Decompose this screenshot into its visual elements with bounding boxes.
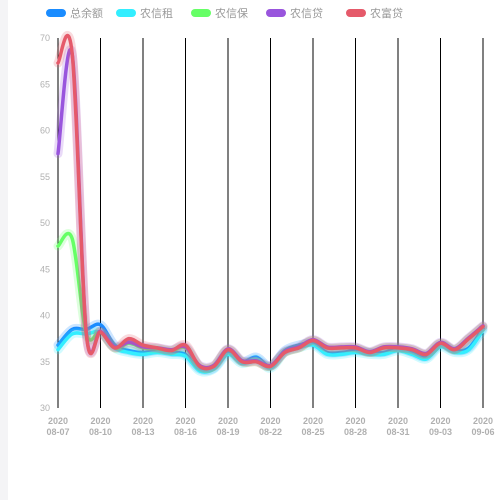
x-tick-year: 2020 bbox=[218, 416, 238, 426]
y-tick-label: 60 bbox=[40, 126, 50, 136]
x-tick-year: 2020 bbox=[48, 416, 68, 426]
legend-swatch bbox=[46, 9, 66, 17]
series-line bbox=[53, 31, 488, 374]
legend-label: 农信保 bbox=[215, 6, 248, 20]
y-tick-label: 55 bbox=[40, 172, 50, 182]
x-tick-year: 2020 bbox=[345, 416, 365, 426]
legend-item[interactable]: 农信贷 bbox=[266, 6, 323, 20]
legend-item[interactable]: 农信租 bbox=[116, 6, 173, 20]
x-tick-date: 08-25 bbox=[301, 427, 324, 437]
y-tick-label: 30 bbox=[40, 403, 50, 413]
x-tick-date: 08-16 bbox=[174, 427, 197, 437]
x-tick-date: 08-28 bbox=[344, 427, 367, 437]
x-tick-year: 2020 bbox=[430, 416, 450, 426]
legend-label: 农富贷 bbox=[370, 6, 403, 20]
x-tick-date: 09-06 bbox=[471, 427, 494, 437]
legend-item[interactable]: 农富贷 bbox=[346, 6, 403, 20]
chart-panel: 总余额 农信租 农信保 农信贷 农富贷 30 35 40 45 50 55 60 65 70 2020 0… bbox=[8, 0, 500, 500]
legend-swatch bbox=[346, 9, 366, 17]
x-tick-date: 08-10 bbox=[89, 427, 112, 437]
x-tick-date: 08-31 bbox=[386, 427, 409, 437]
legend-label: 农信贷 bbox=[290, 6, 323, 20]
legend-label: 总余额 bbox=[70, 6, 103, 20]
y-tick-label: 40 bbox=[40, 311, 50, 321]
legend-label: 农信租 bbox=[140, 6, 173, 20]
x-tick-date: 08-07 bbox=[46, 427, 69, 437]
legend-swatch bbox=[116, 9, 136, 17]
x-axis: 202008-07202008-10202008-13202008-162020… bbox=[46, 416, 494, 437]
series-line-stroke bbox=[56, 33, 485, 371]
y-tick-label: 45 bbox=[40, 264, 50, 274]
x-tick-date: 08-22 bbox=[259, 427, 282, 437]
legend-item[interactable]: 农信保 bbox=[191, 6, 248, 20]
x-tick-year: 2020 bbox=[303, 416, 323, 426]
x-tick-year: 2020 bbox=[133, 416, 153, 426]
x-tick-year: 2020 bbox=[473, 416, 493, 426]
legend-swatch bbox=[191, 9, 211, 17]
legend-item[interactable]: 总余额 bbox=[46, 6, 103, 20]
y-tick-label: 50 bbox=[40, 218, 50, 228]
y-tick-label: 35 bbox=[40, 357, 50, 367]
x-tick-year: 2020 bbox=[90, 416, 110, 426]
x-tick-date: 09-03 bbox=[429, 427, 452, 437]
y-tick-label: 70 bbox=[40, 33, 50, 43]
x-tick-year: 2020 bbox=[388, 416, 408, 426]
x-tick-date: 08-19 bbox=[216, 427, 239, 437]
legend: 总余额 农信租 农信保 农信贷 农富贷 bbox=[46, 6, 403, 20]
x-tick-year: 2020 bbox=[260, 416, 280, 426]
x-tick-date: 08-13 bbox=[131, 427, 154, 437]
legend-swatch bbox=[266, 9, 286, 17]
y-tick-label: 65 bbox=[40, 79, 50, 89]
y-axis: 30 35 40 45 50 55 60 65 70 bbox=[40, 33, 50, 413]
series-lines bbox=[53, 31, 488, 377]
x-tick-year: 2020 bbox=[175, 416, 195, 426]
